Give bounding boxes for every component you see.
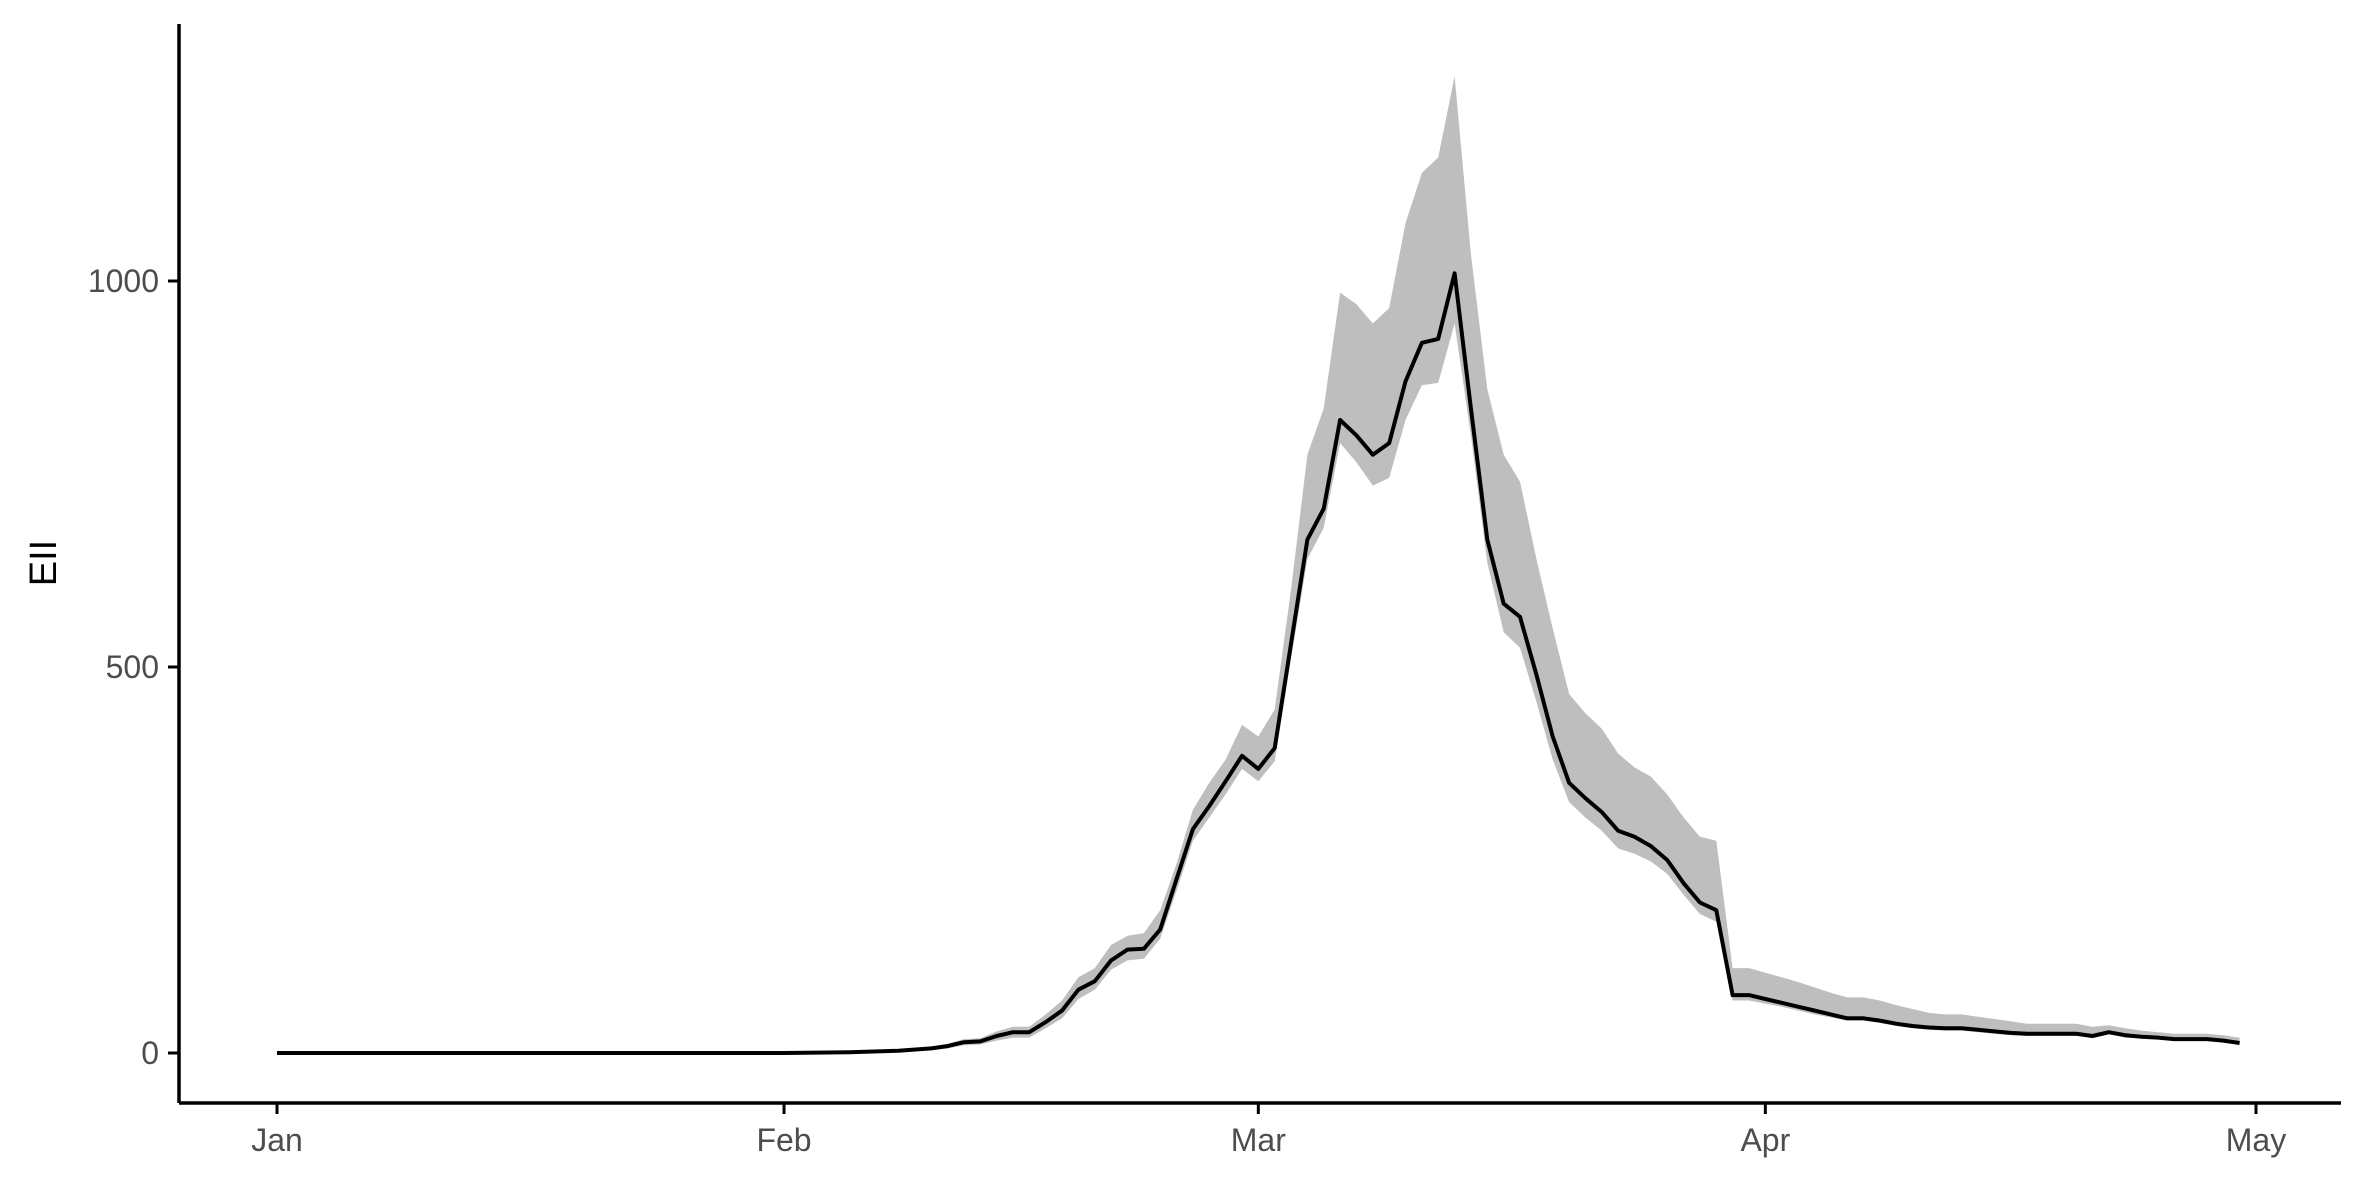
- y-axis-title: EII: [23, 540, 65, 586]
- series-line: [277, 271, 2240, 1055]
- y-tick-label: 1000: [88, 263, 159, 299]
- x-ticks: Jan Feb Mar Apr May: [251, 1103, 2286, 1158]
- x-tick-label: Apr: [1740, 1122, 1790, 1158]
- x-tick-label: Feb: [756, 1122, 811, 1158]
- x-tick-label: May: [2226, 1122, 2286, 1158]
- y-tick-label: 0: [141, 1035, 159, 1071]
- y-tick-label: 500: [106, 649, 159, 685]
- ribbon-layer: [277, 76, 2240, 1053]
- x-tick-label: Mar: [1231, 1122, 1286, 1158]
- line-layer: [277, 271, 2240, 1055]
- y-ticks: 0 500 1000: [88, 263, 179, 1071]
- axis-layer: [177, 24, 2341, 1105]
- confidence-ribbon: [277, 76, 2240, 1053]
- x-tick-label: Jan: [251, 1122, 303, 1158]
